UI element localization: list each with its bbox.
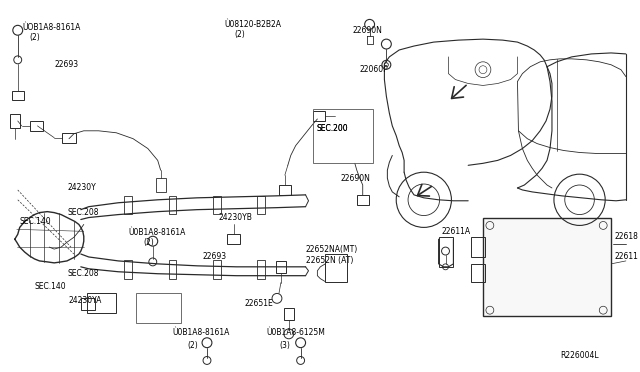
Bar — [10, 114, 20, 128]
Text: SEC.200: SEC.200 — [316, 124, 348, 133]
Bar — [87, 294, 116, 313]
Text: 22690N: 22690N — [340, 174, 370, 183]
Text: (2): (2) — [188, 341, 198, 350]
Bar — [483, 218, 611, 316]
Text: SEC.208: SEC.208 — [67, 208, 99, 217]
Text: (2): (2) — [143, 238, 154, 247]
Text: 24230YB: 24230YB — [219, 213, 253, 222]
Bar — [12, 92, 24, 100]
Text: 22693: 22693 — [202, 253, 226, 262]
Text: 22652NA(MT): 22652NA(MT) — [305, 244, 358, 254]
Text: SEC.208: SEC.208 — [67, 269, 99, 278]
Text: Ù0B1A8-8161A: Ù0B1A8-8161A — [173, 328, 230, 337]
Bar — [471, 237, 485, 257]
Text: (2): (2) — [29, 33, 40, 42]
Text: (3): (3) — [279, 341, 290, 350]
Bar — [168, 196, 177, 214]
Bar — [357, 195, 369, 205]
Text: 24230YA: 24230YA — [69, 296, 102, 305]
Text: SEC.140: SEC.140 — [20, 217, 51, 226]
Bar — [227, 234, 241, 244]
Text: Ù0B1A8-8161A: Ù0B1A8-8161A — [128, 228, 186, 237]
Bar — [257, 260, 265, 279]
Text: R226004L: R226004L — [560, 351, 598, 360]
Text: 22651E: 22651E — [244, 299, 273, 308]
Bar — [471, 264, 485, 282]
Bar — [284, 308, 294, 320]
Bar — [276, 261, 286, 273]
Bar — [213, 196, 221, 214]
Text: 24230Y: 24230Y — [67, 183, 96, 192]
Bar — [314, 111, 325, 121]
Text: ÙOB1A8-8161A: ÙOB1A8-8161A — [22, 23, 81, 32]
Bar — [156, 178, 166, 192]
Text: 22060P: 22060P — [360, 65, 388, 74]
Text: 22652N (AT): 22652N (AT) — [305, 256, 353, 265]
Text: 22611A: 22611A — [442, 227, 470, 236]
Bar — [438, 237, 453, 267]
Bar — [325, 254, 347, 282]
Text: SEC.140: SEC.140 — [35, 282, 66, 291]
Bar — [168, 260, 177, 279]
Bar — [213, 260, 221, 279]
Bar — [81, 298, 95, 310]
Bar — [124, 260, 132, 279]
Text: (2): (2) — [235, 30, 245, 39]
Text: 22611: 22611 — [614, 253, 638, 262]
Text: 22693: 22693 — [54, 60, 78, 69]
Bar — [314, 109, 372, 163]
Text: SEC.200: SEC.200 — [316, 124, 348, 133]
Text: Ù0B1A8-6125M: Ù0B1A8-6125M — [266, 328, 325, 337]
Bar — [279, 185, 291, 195]
Bar — [257, 196, 265, 214]
Text: 22690N: 22690N — [353, 26, 383, 35]
Bar — [62, 133, 76, 142]
Bar — [29, 121, 44, 131]
Text: Ù08120-B2B2A: Ù08120-B2B2A — [225, 20, 282, 29]
Bar — [124, 196, 132, 214]
Bar — [136, 294, 181, 323]
Text: 22618: 22618 — [614, 232, 638, 241]
